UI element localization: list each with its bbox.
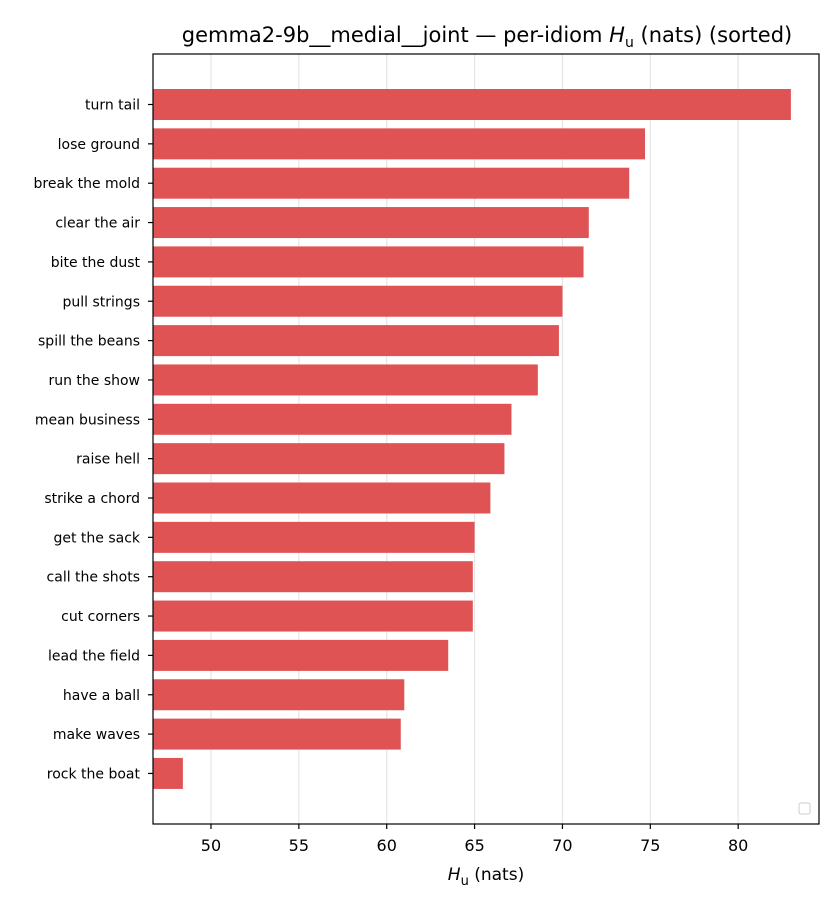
x-tick-label: 50 [201, 836, 221, 855]
y-tick-label: mean business [35, 412, 140, 428]
plot-frame [152, 53, 820, 825]
bar [153, 285, 563, 317]
x-tick-label: 75 [640, 836, 660, 855]
bar [153, 246, 584, 278]
bar [153, 600, 473, 632]
bar [153, 403, 512, 435]
y-tick-label: strike a chord [44, 491, 140, 507]
x-tick-label: 65 [464, 836, 484, 855]
y-tick-label: lose ground [58, 137, 140, 153]
y-tick-label: call the shots [47, 570, 140, 586]
legend-box [798, 802, 811, 815]
bar [153, 364, 538, 396]
bar [153, 718, 401, 750]
bar [153, 639, 449, 671]
bar [153, 757, 183, 789]
y-axis-ticks: turn tail lose ground break the mold clear … [34, 98, 153, 782]
chart-title: gemma2-9b__medial__joint — per-idiom Hu … [182, 23, 792, 51]
y-tick-label: turn tail [85, 98, 140, 114]
y-tick-label: rock the boat [47, 766, 141, 782]
y-tick-label: lead the field [48, 648, 140, 664]
bar [153, 89, 791, 120]
y-tick-label: have a ball [63, 688, 140, 704]
bar [153, 207, 589, 239]
bar [153, 443, 505, 475]
x-tick-label: 70 [552, 836, 572, 855]
y-tick-label: spill the beans [38, 334, 140, 350]
y-tick-label: clear the air [55, 216, 140, 232]
bar [153, 679, 405, 711]
y-tick-label: get the sack [53, 530, 140, 546]
bar [153, 482, 491, 514]
y-tick-label: raise hell [76, 452, 140, 468]
bar [153, 521, 475, 553]
bar [153, 561, 473, 593]
y-tick-label: pull strings [63, 294, 140, 310]
bars [153, 89, 791, 789]
bar [153, 128, 646, 160]
x-tick-label: 55 [289, 836, 309, 855]
y-tick-label: break the mold [34, 176, 141, 192]
x-tick-label: 60 [377, 836, 397, 855]
bar [153, 325, 559, 357]
y-tick-label: cut corners [61, 609, 140, 625]
y-tick-label: run the show [48, 373, 140, 389]
y-tick-label: make waves [53, 727, 140, 743]
y-tick-label: bite the dust [51, 255, 141, 271]
x-tick-label: 80 [728, 836, 748, 855]
x-axis-ticks: 50 55 60 65 70 75 80 [201, 824, 748, 855]
x-axis-label: Hu (nats) [448, 865, 524, 889]
bar [153, 167, 630, 199]
